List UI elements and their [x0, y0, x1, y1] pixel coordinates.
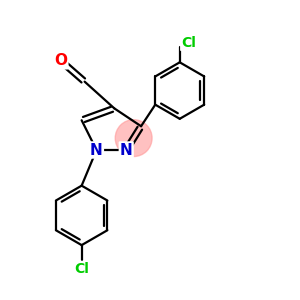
Circle shape — [115, 120, 152, 157]
Text: O: O — [54, 53, 67, 68]
Text: N: N — [90, 142, 103, 158]
Text: N: N — [120, 142, 133, 158]
Text: Cl: Cl — [181, 36, 196, 50]
Text: Cl: Cl — [74, 262, 89, 276]
